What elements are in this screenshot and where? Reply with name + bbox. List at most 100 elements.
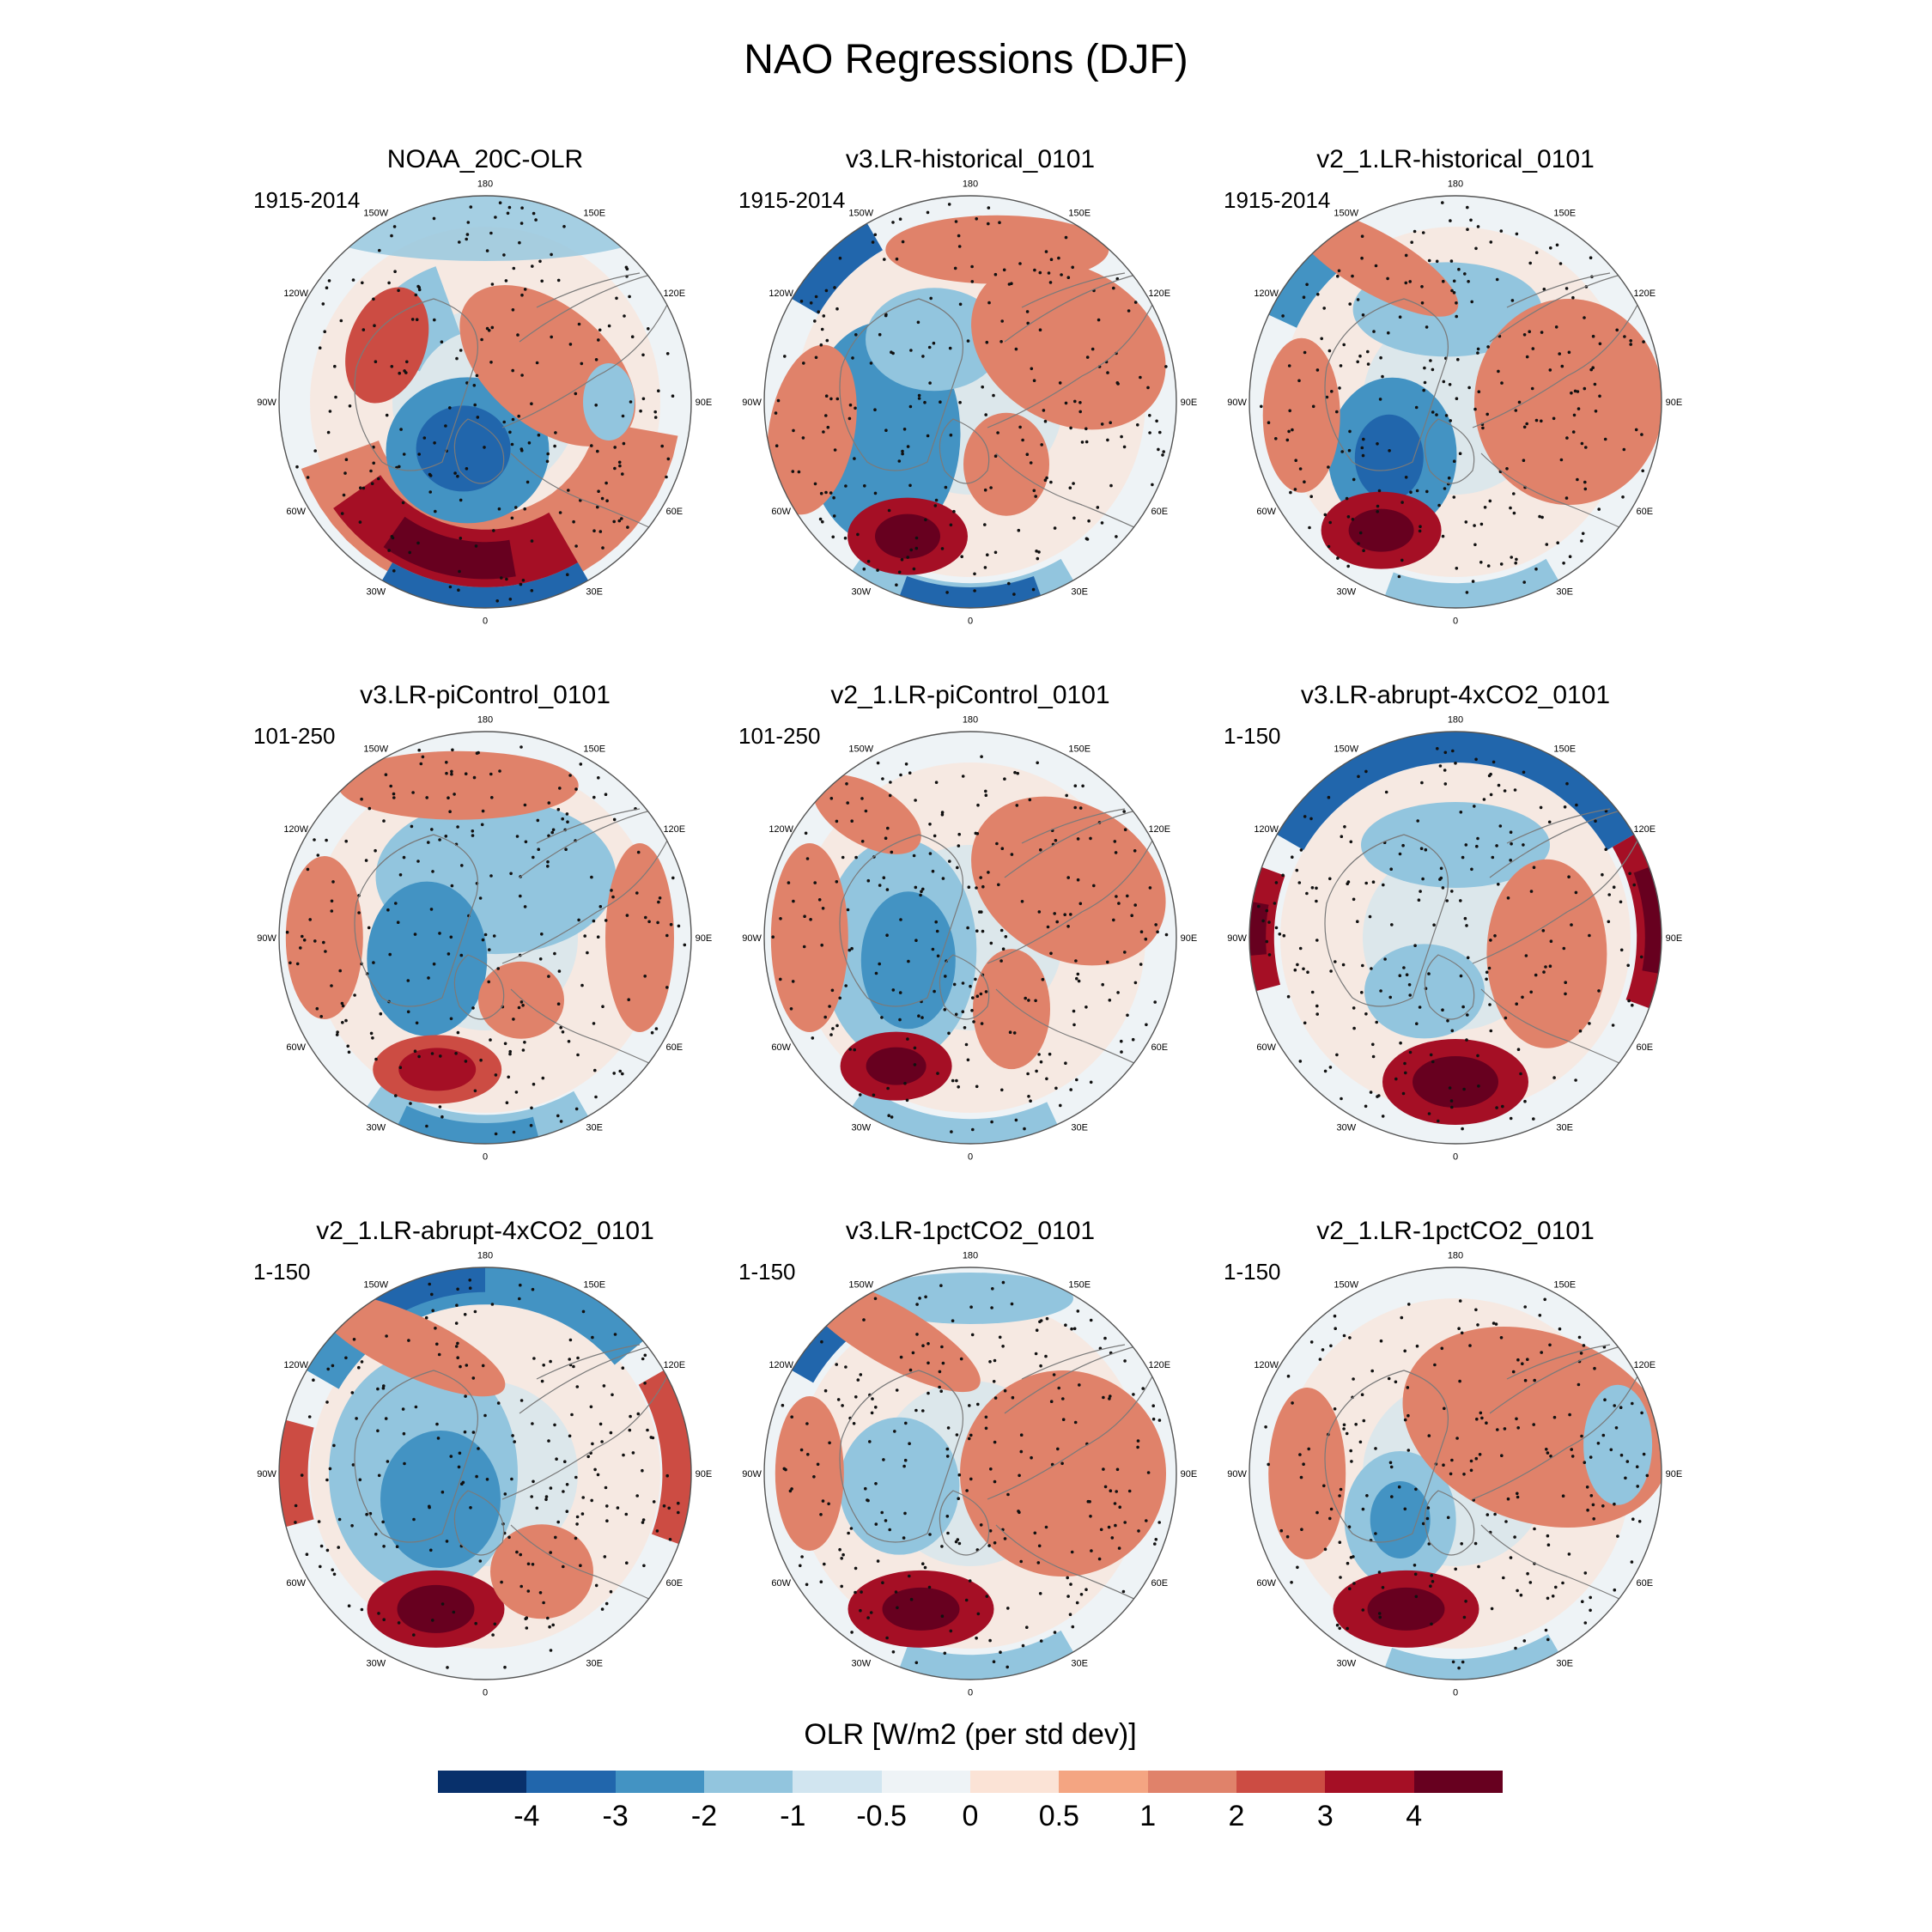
- stipple-dot: [905, 1098, 909, 1103]
- stipple-dot: [1018, 1473, 1021, 1478]
- stipple-dot: [330, 899, 334, 903]
- stipple-dot: [325, 1400, 329, 1404]
- stipple-dot: [860, 797, 864, 800]
- stipple-dot: [1073, 399, 1077, 404]
- stipple-dot: [968, 1579, 972, 1583]
- stipple-dot: [1476, 836, 1479, 841]
- stipple-dot: [838, 1547, 841, 1552]
- stipple-dot: [643, 975, 647, 978]
- stipple-dot: [870, 1411, 874, 1415]
- stipple-dot: [959, 1357, 963, 1361]
- map-panel-v3-abrupt-4xco2: 180 150E 120E 90E 60E 30E 0 30W 60W 90W 120W 150W v…: [1206, 680, 1704, 1195]
- stipple-dot: [1053, 912, 1056, 915]
- stipple-dot: [594, 358, 598, 361]
- stipple-dot: [992, 1380, 996, 1383]
- stipple-dot: [1019, 1449, 1024, 1454]
- stipple-dot: [1306, 970, 1309, 974]
- stipple-dot: [481, 809, 485, 813]
- stipple-dot: [557, 969, 562, 973]
- stipple-dot: [1619, 948, 1624, 952]
- stipple-dot: [1497, 883, 1500, 886]
- stipple-dot: [1049, 480, 1053, 484]
- stipple-dot: [988, 1638, 992, 1643]
- stipple-dot: [328, 1467, 332, 1471]
- stipple-dot: [612, 817, 617, 822]
- stipple-dot: [890, 1115, 894, 1119]
- stipple-dot: [302, 939, 307, 942]
- longitude-label: 180: [1448, 179, 1463, 190]
- stipple-dot: [1315, 1004, 1319, 1008]
- stipple-dot: [887, 1114, 890, 1117]
- stipple-dot: [1323, 1547, 1327, 1552]
- stipple-dot: [923, 400, 927, 404]
- stipple-dot: [878, 962, 881, 966]
- stipple-dot: [598, 905, 603, 908]
- stipple-dot: [555, 1457, 558, 1461]
- stipple-dot: [1315, 1012, 1319, 1016]
- stipple-dot: [832, 514, 836, 518]
- stipple-dot: [1351, 1395, 1354, 1400]
- longitude-label: 0: [1453, 616, 1458, 626]
- field-anomaly-band: [638, 1370, 691, 1545]
- stipple-dot: [344, 839, 348, 843]
- stipple-dot: [957, 245, 962, 248]
- stipple-dot: [1364, 881, 1368, 885]
- stipple-dot: [342, 493, 346, 497]
- stipple-dot: [850, 819, 854, 823]
- stipple-dot: [1611, 1024, 1615, 1027]
- stipple-dot: [903, 1081, 907, 1085]
- stipple-dot: [1466, 1013, 1469, 1017]
- stipple-dot: [1448, 383, 1452, 386]
- longitude-label: 150E: [583, 209, 605, 219]
- stipple-dot: [987, 301, 991, 305]
- map-boundary: [278, 195, 692, 609]
- stipple-dot: [958, 302, 963, 307]
- stipple-dot: [1421, 1522, 1425, 1526]
- stipple-dot: [403, 1461, 406, 1466]
- stipple-dot: [1499, 1336, 1504, 1340]
- stipple-dot: [643, 1353, 647, 1358]
- stipple-dot: [813, 881, 817, 884]
- stipple-dot: [1593, 1366, 1596, 1370]
- stipple-dot: [850, 1631, 854, 1634]
- stipple-dot: [502, 253, 506, 257]
- stipple-dot: [1492, 760, 1496, 764]
- stipple-dot: [1291, 1401, 1294, 1405]
- stipple-dot: [574, 544, 578, 548]
- stipple-dot: [969, 984, 972, 988]
- stipple-dot: [1291, 428, 1294, 432]
- stipple-dot: [1528, 1581, 1533, 1584]
- longitude-label: 120W: [1254, 289, 1279, 299]
- longitude-label: 150E: [1553, 1280, 1576, 1291]
- stipple-dot: [1122, 810, 1126, 813]
- stipple-dot: [540, 933, 544, 936]
- stipple-dot: [440, 340, 444, 343]
- stipple-dot: [553, 951, 556, 956]
- stipple-dot: [1339, 1487, 1343, 1492]
- longitude-label: 60W: [1256, 507, 1276, 517]
- stipple-dot: [1523, 1305, 1527, 1309]
- stipple-dot: [604, 1485, 608, 1490]
- colorbar-tick-label: 4: [1406, 1800, 1423, 1832]
- stipple-dot: [1532, 866, 1536, 869]
- stipple-dot: [1139, 375, 1142, 380]
- stipple-dot: [1378, 398, 1382, 401]
- longitude-label: 30E: [1556, 1122, 1573, 1133]
- stipple-dot: [928, 1533, 932, 1536]
- stipple-dot: [854, 333, 858, 337]
- longitude-label: 60W: [286, 1042, 306, 1053]
- stipple-dot: [1374, 264, 1378, 268]
- stipple-dot: [521, 579, 526, 582]
- stipple-dot: [331, 880, 335, 884]
- stipple-dot: [1564, 496, 1569, 500]
- longitude-label: 180: [477, 179, 493, 190]
- stipple-dot: [1346, 1626, 1349, 1631]
- stipple-dot: [1065, 793, 1068, 798]
- stipple-dot: [1523, 1378, 1528, 1382]
- stipple-dot: [1528, 330, 1531, 333]
- stipple-dot: [1429, 359, 1432, 362]
- stipple-dot: [1450, 1105, 1454, 1109]
- stipple-dot: [494, 216, 497, 219]
- stipple-dot: [474, 544, 478, 548]
- coastline: [453, 954, 505, 1020]
